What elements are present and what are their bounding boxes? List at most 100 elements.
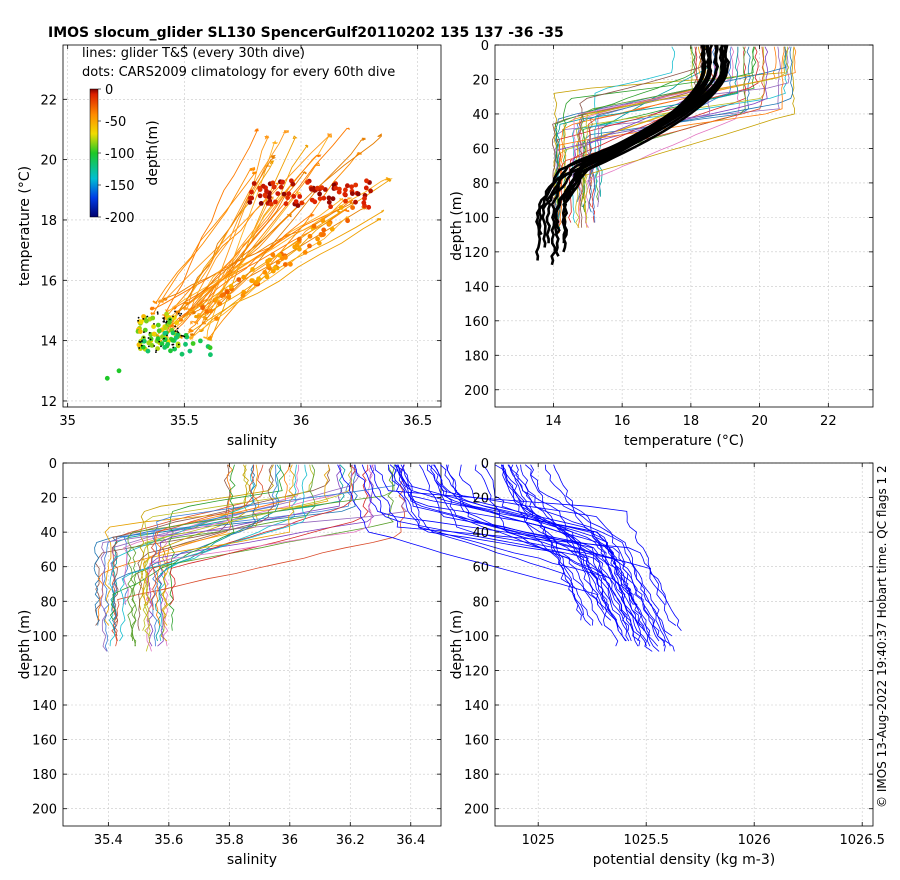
glider-density-profile (434, 464, 627, 642)
climatology-dot (262, 192, 268, 198)
climatology-dot (168, 348, 173, 354)
climatology-marker (140, 344, 143, 347)
x-tick-label: 36.5 (403, 414, 432, 429)
climatology-marker (155, 349, 158, 352)
glider-density-profile (474, 464, 612, 605)
climatology-dot (137, 329, 143, 334)
climatology-dot (150, 315, 156, 321)
glider-salinity-profile (146, 464, 357, 605)
x-tick-label: 36 (282, 833, 299, 848)
x-tick-label: 18 (683, 414, 700, 429)
y-axis-label: temperature (°C) (17, 166, 33, 286)
glider-temperature-profile (551, 46, 698, 234)
climatology-dot (320, 232, 326, 238)
x-tick-label: 35.6 (154, 833, 183, 848)
climatology-dot (275, 191, 281, 197)
y-tick-label: 140 (464, 280, 489, 295)
climatology-dot (262, 269, 268, 275)
climatology-dot (250, 267, 256, 272)
climatology-dot (264, 188, 269, 194)
x-tick-label: 1025 (522, 833, 555, 848)
axes-frame (62, 462, 442, 827)
climatology-dot (362, 196, 367, 201)
climatology-marker (153, 323, 155, 325)
x-tick-label: 1026.5 (839, 833, 885, 848)
climatology-dot (267, 257, 272, 263)
y-tick-label: 100 (464, 211, 489, 226)
y-tick-label: 20 (472, 492, 489, 507)
climatology-dot (311, 223, 317, 229)
climatology-dot (353, 182, 359, 188)
climatology-dot (281, 191, 287, 197)
glider-temperature-profile (594, 46, 676, 192)
climatology-dot (343, 187, 348, 193)
x-tick-label: 36 (293, 414, 310, 429)
glider-density-profile (361, 464, 619, 631)
climatology-dot (141, 314, 147, 319)
climatology-dot (288, 261, 293, 267)
climatology-dot (165, 341, 171, 347)
climatology-marker (148, 331, 151, 334)
glider-ts-line (190, 206, 368, 315)
climatology-dot (297, 246, 302, 252)
glider-temperature-profile (559, 46, 765, 213)
glider-salinity-profile (104, 464, 330, 626)
glider-salinity-profile (169, 464, 369, 605)
colorbar-tick-label: -200 (105, 211, 135, 226)
colorbar-tick-label: 0 (105, 83, 113, 98)
climatology-dot (270, 180, 276, 186)
climatology-dot (175, 332, 181, 337)
glider-density-profile (428, 464, 666, 652)
climatology-dot (291, 194, 297, 199)
y-tick-label: 120 (32, 664, 57, 679)
y-tick-label: 120 (464, 664, 489, 679)
climatology-dot (240, 292, 246, 298)
climatology-dot (353, 199, 358, 205)
climatology-dot (254, 280, 260, 285)
glider-salinity-profile (103, 464, 278, 652)
y-tick-label: 100 (464, 630, 489, 645)
glider-salinity-profile (130, 464, 394, 647)
glider-salinity-profile (131, 464, 316, 647)
y-tick-label: 180 (32, 768, 57, 783)
y-axis-label: depth (m) (17, 610, 33, 680)
y-tick-label: 0 (49, 457, 57, 472)
climatology-dot (256, 276, 261, 282)
climatology-dot (319, 185, 325, 191)
glider-density-profile (530, 464, 673, 637)
glider-ts-line (149, 166, 256, 316)
climatology-marker (177, 343, 180, 346)
axes-frame (62, 44, 442, 408)
glider-density-profile (426, 464, 675, 652)
climatology-dot (315, 185, 320, 191)
colorbar-tick-label: -150 (105, 179, 135, 194)
climatology-dot (249, 189, 254, 195)
glider-density-profile (402, 464, 635, 605)
climatology-dot (163, 325, 169, 331)
climatology-dot (228, 283, 234, 289)
climatology-dot (275, 259, 281, 265)
climatology-dot (293, 199, 299, 205)
climatology-dot (257, 193, 263, 199)
climatology-dot (285, 195, 290, 201)
glider-density-profile (354, 464, 660, 642)
climatology-dot (329, 226, 335, 232)
x-axis-label: potential density (kg m-3) (593, 852, 775, 868)
climatology-dot (190, 341, 196, 346)
glider-ts-line (157, 133, 333, 304)
glider-salinity-profile (110, 464, 360, 616)
climatology-dot (187, 348, 193, 354)
climatology-dot (270, 268, 276, 274)
climatology-dot (162, 345, 168, 350)
x-tick-label: 35.4 (94, 833, 123, 848)
climatology-dot (349, 184, 354, 190)
y-tick-label: 60 (40, 561, 57, 576)
temperature-profile-panel: 14 16 18 20 22 0 20 40 60 80 100 120 140 160 180 200 tem… (449, 39, 874, 449)
density-profile-panel: 1025 1025.5 1026 1026.5 0 20 40 60 80 100 120 140 16… (337, 457, 885, 868)
climatology-dot (264, 274, 270, 280)
climatology-dot (213, 297, 219, 303)
y-tick-label: 20 (472, 73, 489, 88)
climatology-dot (307, 233, 313, 239)
climatology-marker (174, 330, 177, 332)
glider-density-profile (440, 464, 630, 642)
